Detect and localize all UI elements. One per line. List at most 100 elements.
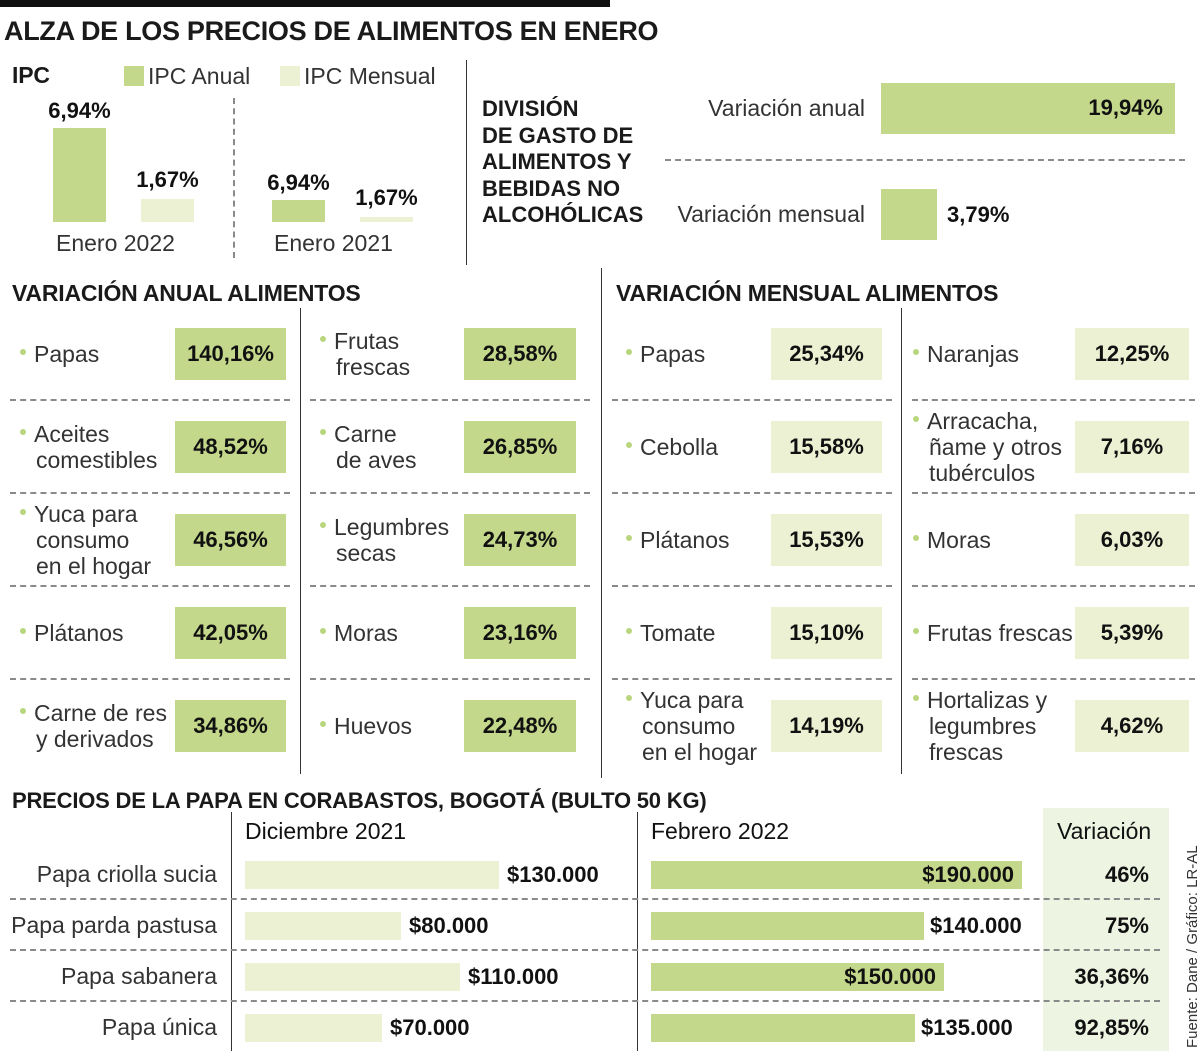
value-febrero: $140.000: [930, 913, 1022, 938]
series-label-feb: Febrero 2022: [651, 818, 790, 844]
food-item-label: Hortalizas y legumbres frescas: [913, 687, 1047, 765]
food-item-label: Tomate: [626, 620, 715, 646]
food-item-line: Yuca para: [34, 500, 138, 527]
food-item-line: frescas: [929, 738, 1004, 765]
food-item-line: Plátanos: [34, 619, 124, 646]
food-item-label: Yuca para consumo en el hogar: [20, 501, 151, 579]
variation-header: Variación: [1057, 818, 1152, 844]
food-item-line: Papas: [34, 340, 100, 367]
mensual-col-separator: [901, 308, 902, 774]
ipc-divider: [233, 98, 235, 258]
food-item-label: Cebolla: [626, 434, 718, 460]
food-item-value: 7,16%: [1075, 421, 1189, 473]
category-label: Papa criolla sucia: [36, 861, 217, 887]
food-item-label: Legumbres secas: [320, 514, 449, 566]
food-item-value: 5,39%: [1075, 607, 1189, 659]
bullet-dot: [913, 535, 919, 542]
row-divider: [912, 678, 1195, 680]
ipc-group-label: Enero 2021: [274, 230, 393, 256]
value-diciembre: $80.000: [409, 913, 489, 938]
division-heading-line: DE GASTO DE: [482, 122, 634, 148]
bullet-dot: [320, 429, 326, 436]
bullet-dot: [626, 628, 632, 635]
row-divider: [612, 678, 892, 680]
row-divider: [612, 585, 892, 587]
division-row-label: Variación mensual: [677, 201, 865, 227]
bullet-dot: [913, 416, 919, 423]
division-heading-line: ALIMENTOS Y: [482, 149, 632, 174]
food-item-value: 15,53%: [771, 514, 882, 566]
bullet-dot: [913, 628, 919, 635]
food-item-line: consumo: [36, 526, 130, 553]
ipc-heading: IPC: [12, 62, 50, 88]
food-item-value: 6,03%: [1075, 514, 1189, 566]
ipc-group-label: Enero 2022: [56, 230, 175, 256]
food-item-value: 34,86%: [175, 700, 286, 752]
value-febrero: $135.000: [921, 1015, 1013, 1040]
food-item-line: Carne: [334, 420, 397, 447]
legend-mensual-swatch: [280, 66, 300, 86]
bullet-dot: [626, 535, 632, 542]
bullet-dot: [320, 336, 326, 343]
division-value: 19,94%: [1088, 95, 1163, 120]
food-item-line: Moras: [334, 619, 398, 646]
bar-diciembre: [245, 912, 401, 940]
food-item-value: 140,16%: [175, 328, 286, 380]
bar-diciembre: [245, 1014, 382, 1042]
food-item-line: Frutas frescas: [927, 619, 1073, 646]
food-item-line: Naranjas: [927, 340, 1020, 367]
top-separator: [466, 60, 467, 265]
food-item-line: Aceites: [34, 420, 110, 447]
division-bar: [881, 189, 937, 240]
middle-separator: [601, 268, 602, 778]
value-febrero: $190.000: [922, 862, 1014, 887]
division-heading-line: ALCOHÓLICAS: [482, 202, 644, 227]
row-divider: [612, 492, 892, 494]
value-diciembre: $110.000: [468, 964, 559, 989]
food-item-line: de aves: [336, 446, 417, 473]
division-row-label: Variación anual: [708, 95, 865, 121]
food-item-label: Plátanos: [20, 620, 124, 646]
chart-title: PRECIOS DE LA PAPA EN CORABASTOS, BOGOTÁ…: [12, 788, 707, 813]
page-title: ALZA DE LOS PRECIOS DE ALIMENTOS EN ENER…: [4, 16, 659, 46]
food-item-line: Plátanos: [640, 526, 730, 553]
value-febrero: $150.000: [844, 964, 936, 989]
variation-value: 46%: [1104, 862, 1149, 887]
row-divider: [310, 678, 590, 680]
food-item-line: en el hogar: [36, 552, 152, 579]
division-divider: [665, 159, 1185, 161]
row-divider: [10, 399, 290, 401]
bullet-dot: [913, 349, 919, 356]
category-label: Papa única: [101, 1014, 217, 1040]
food-item-line: Huevos: [334, 712, 412, 739]
food-item-label: Papas: [626, 341, 705, 367]
food-item-line: Cebolla: [640, 433, 718, 460]
ipc-bar-mensual: [141, 199, 194, 222]
bar-diciembre: [245, 963, 460, 991]
mensual-heading: VARIACIÓN MENSUAL ALIMENTOS: [616, 280, 999, 306]
food-item-value: 22,48%: [464, 700, 576, 752]
value-diciembre: $130.000: [507, 862, 599, 887]
food-item-value: 4,62%: [1075, 700, 1189, 752]
category-label: Papa parda pastusa: [11, 912, 217, 938]
food-item-label: Frutas frescas: [913, 620, 1073, 646]
food-item-label: Carne de aves: [320, 421, 417, 473]
food-item-label: Carne de res y derivados: [20, 700, 167, 752]
top-rule: [0, 0, 610, 7]
food-item-label: Papas: [20, 341, 99, 367]
division-heading: DIVISIÓN DE GASTO DE ALIMENTOS Y BEBIDAS…: [482, 96, 643, 229]
food-item-line: frescas: [336, 353, 411, 380]
ipc-bar-mensual: [360, 217, 413, 222]
food-item-label: Naranjas: [913, 341, 1019, 367]
row-divider: [10, 585, 290, 587]
food-item-line: Yuca para: [640, 686, 744, 713]
division-value: 3,79%: [947, 202, 1010, 227]
food-item-line: en el hogar: [642, 738, 758, 765]
food-item-value: 23,16%: [464, 607, 576, 659]
food-item-label: Moras: [320, 620, 398, 646]
row-divider: [310, 492, 590, 494]
division-heading-line: BEBIDAS NO: [482, 175, 621, 201]
bullet-dot: [320, 721, 326, 728]
division-bar: [881, 83, 1175, 134]
bullet-dot: [626, 442, 632, 449]
